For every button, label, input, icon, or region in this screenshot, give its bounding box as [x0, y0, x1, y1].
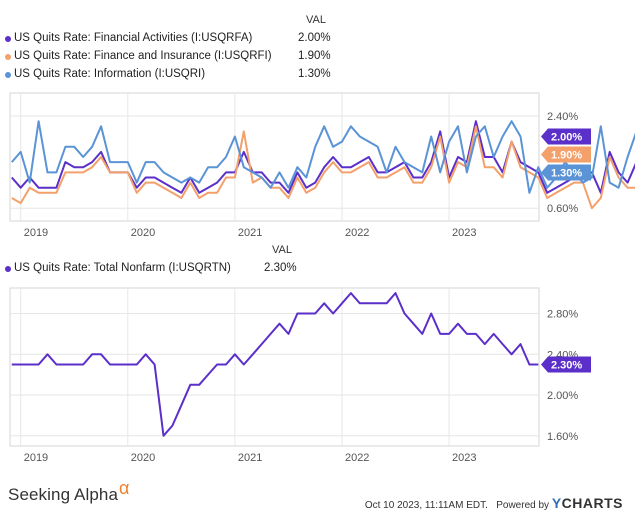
x-tick-label: 2019: [24, 452, 48, 464]
x-tick-label: 2020: [131, 452, 155, 464]
legend-series-name: US Quits Rate: Information (I:USQRI): [14, 68, 206, 80]
x-tick-label: 2020: [131, 227, 155, 239]
x-tick-label: 2021: [238, 227, 262, 239]
ycharts-name: CHARTS: [561, 495, 623, 511]
top-legend-item-information: US Quits Rate: Information (I:USQRI): [5, 68, 206, 80]
value-flag: [541, 356, 591, 373]
total-nonfarm-dot-icon: [5, 266, 11, 272]
legend-value: 2.30%: [264, 262, 297, 274]
legend-series-name: US Quits Rate: Financial Activities (I:U…: [14, 32, 253, 44]
x-tick-label: 2022: [345, 452, 369, 464]
series-line: [11, 292, 539, 437]
alpha-icon: α: [119, 478, 130, 498]
finance-insurance-dot-icon: [5, 54, 11, 60]
series-line: [11, 125, 635, 210]
x-tick-label: 2022: [345, 227, 369, 239]
legend-series-name: US Quits Rate: Total Nonfarm (I:USQRTN): [14, 262, 231, 274]
top-chart: 2019 2020 2021 2022 2023 2.40% 0.60% 2.00% 1.90%…: [9, 92, 635, 239]
ycharts-logo: YCHARTS: [552, 495, 623, 511]
x-tick-label: 2021: [238, 452, 262, 464]
bottom-chart: 2019 2020 2021 2022 20232.80%2.40%2.00%1.60%…: [9, 287, 591, 464]
value-flag: [541, 128, 591, 145]
y-tick-label: 2.80%: [547, 308, 578, 320]
y-tick-label: 0.60%: [547, 203, 578, 215]
plot-frame: [9, 92, 540, 222]
information-dot-icon: [5, 72, 11, 78]
y-tick-label: 2.00%: [547, 390, 578, 402]
series-line: [11, 120, 635, 194]
value-flag-label: 1.90%: [551, 150, 582, 162]
top-legend-item-finance-insurance: US Quits Rate: Finance and Insurance (I:…: [5, 50, 272, 62]
value-flag-label: 1.30%: [551, 168, 582, 180]
top-legend-item-financial-activities: US Quits Rate: Financial Activities (I:U…: [5, 32, 253, 44]
powered-by: Powered by: [496, 500, 550, 511]
bottom-legend-val-header: VAL: [272, 244, 292, 256]
x-tick-label: 2019: [24, 227, 48, 239]
value-flag-label: 2.00%: [551, 132, 582, 144]
legend-series-name: US Quits Rate: Finance and Insurance (I:…: [14, 50, 272, 62]
y-tick-label: 1.60%: [547, 431, 578, 443]
y-tick-label: 2.40%: [547, 111, 578, 123]
legend-value: 2.00%: [298, 32, 331, 44]
seeking-alpha-logo: Seeking Alphaα: [8, 478, 130, 505]
legend-value: 1.30%: [298, 68, 331, 80]
timestamp: Oct 10 2023, 11:11AM EDT.: [364, 500, 488, 511]
x-tick-label: 2023: [452, 452, 476, 464]
value-flag-label: 2.30%: [551, 359, 582, 371]
legend-value: 1.90%: [298, 50, 331, 62]
x-tick-label: 2023: [452, 227, 476, 239]
ycharts-y: Y: [551, 495, 562, 511]
brand-name: Seeking Alpha: [8, 485, 118, 504]
value-flag: [541, 146, 591, 163]
plot-frame: [9, 287, 540, 447]
bottom-legend-item-total-nonfarm: US Quits Rate: Total Nonfarm (I:USQRTN): [5, 262, 231, 274]
financial-activities-dot-icon: [5, 36, 11, 42]
top-legend-val-header: VAL: [306, 14, 326, 26]
value-flag: [541, 164, 591, 181]
footer-info: Oct 10 2023, 11:11AM EDT. Powered by YCH…: [365, 495, 623, 511]
